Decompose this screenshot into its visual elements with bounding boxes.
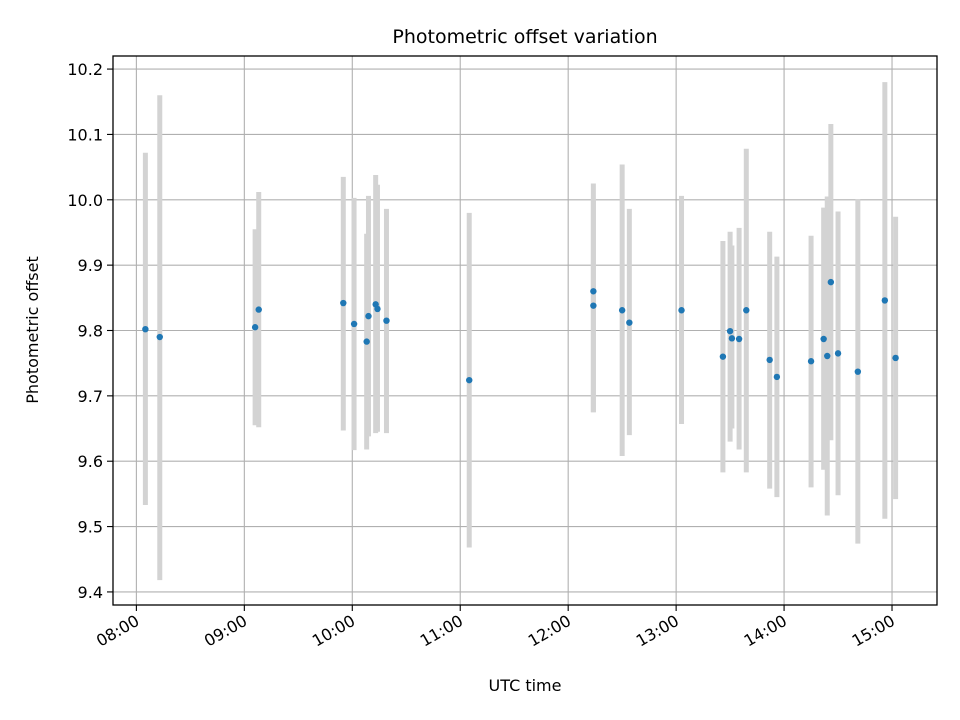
data-point — [820, 335, 827, 343]
y-tick-label: 10.1 — [67, 125, 103, 144]
chart-title: Photometric offset variation — [392, 26, 657, 48]
data-point — [834, 350, 842, 357]
grid — [113, 56, 937, 605]
data-point — [156, 333, 163, 341]
data-point — [726, 327, 734, 335]
data-points — [142, 278, 899, 384]
data-point — [466, 376, 473, 384]
data-point — [626, 319, 633, 326]
data-point — [678, 307, 685, 314]
data-point — [350, 320, 358, 328]
data-point — [365, 312, 372, 320]
y-tick-label: 9.9 — [78, 256, 103, 275]
y-tick-label: 9.8 — [78, 322, 103, 341]
data-point — [827, 278, 835, 286]
data-point — [892, 354, 899, 362]
data-point — [824, 352, 831, 360]
data-point — [854, 368, 862, 375]
y-tick-label: 10.0 — [67, 191, 103, 210]
data-point — [719, 353, 727, 360]
data-point — [881, 297, 889, 304]
data-point — [590, 302, 597, 309]
data-point — [383, 317, 390, 324]
y-tick-label: 9.7 — [78, 387, 103, 406]
data-point — [251, 324, 259, 331]
data-point — [766, 356, 773, 364]
data-point — [618, 307, 626, 314]
data-point — [773, 373, 781, 381]
data-point — [363, 338, 370, 345]
y-axis-label: Photometric offset — [23, 256, 42, 404]
y-tick-label: 9.6 — [78, 452, 103, 471]
data-point — [728, 335, 736, 342]
data-point — [735, 335, 743, 343]
y-tick-label: 9.4 — [78, 583, 103, 602]
data-point — [340, 299, 347, 307]
data-point — [255, 306, 262, 313]
y-tick-label: 10.2 — [67, 60, 103, 79]
data-point — [142, 325, 149, 333]
data-point — [807, 358, 815, 365]
x-axis-label: UTC time — [489, 676, 562, 695]
data-point — [374, 305, 381, 313]
data-point — [590, 288, 597, 295]
y-tick-label: 9.5 — [78, 518, 103, 537]
data-point — [743, 307, 750, 314]
